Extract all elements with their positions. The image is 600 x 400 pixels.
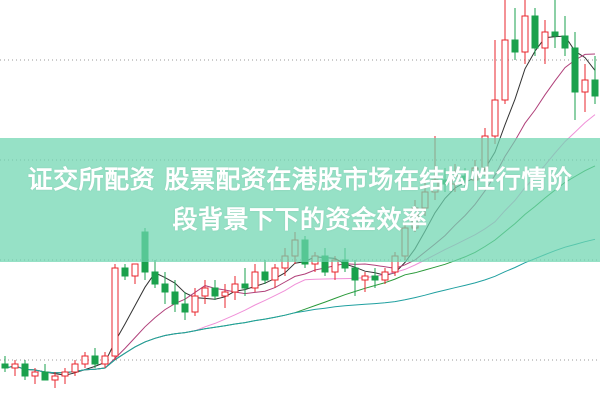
candle-down (531, 15, 539, 49)
candle-up (271, 267, 279, 281)
ma60-line (4, 238, 596, 374)
candle-down (21, 363, 29, 377)
candle-down (151, 271, 159, 285)
candle-down (1, 363, 9, 369)
candle-down (241, 283, 249, 289)
article-title-line-1: 证交所配资 股票配资在港股市场在结构性行情阶 (27, 165, 573, 194)
candle-up (11, 363, 19, 369)
candle-down (211, 287, 219, 297)
candle-up (191, 295, 199, 313)
title-banner: 证交所配资 股票配资在港股市场在结构性行情阶 段背景下下的资金效率 (0, 138, 600, 262)
candle-up (131, 263, 139, 277)
candle-down (41, 371, 49, 381)
candle-down (571, 47, 579, 93)
candle-up (361, 275, 369, 281)
candle-up (111, 267, 119, 357)
candle-down (351, 267, 359, 281)
candle-down (161, 283, 169, 293)
candle-down (171, 291, 179, 305)
candle-up (501, 39, 509, 101)
candle-up (51, 375, 59, 381)
candle-down (181, 303, 189, 313)
candle-up (581, 79, 589, 93)
candle-down (261, 271, 269, 281)
candle-up (201, 287, 209, 297)
candle-up (61, 371, 69, 377)
candle-down (591, 79, 599, 97)
candle-down (371, 275, 379, 281)
candle-up (231, 283, 239, 293)
candle-up (221, 291, 229, 297)
article-title-line-2: 段背景下下的资金效率 (172, 205, 428, 234)
candle-up (101, 355, 109, 365)
candle-up (81, 355, 89, 365)
candle-down (91, 355, 99, 365)
candle-up (491, 99, 499, 137)
candle-down (121, 267, 129, 277)
candle-up (71, 363, 79, 373)
candle-down (511, 39, 519, 53)
candle-up (521, 15, 529, 53)
candle-up (251, 271, 259, 289)
candle-up (31, 371, 39, 377)
candle-down (561, 35, 569, 49)
candle-up (381, 271, 389, 281)
candle-down (551, 31, 559, 37)
candle-up (541, 31, 549, 49)
